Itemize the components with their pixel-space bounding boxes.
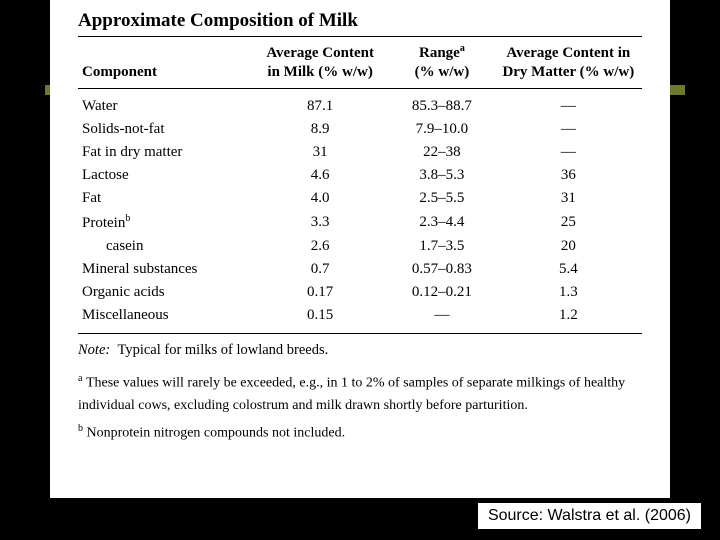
dry-value: —	[495, 118, 642, 141]
avg-value: 0.15	[251, 304, 389, 327]
avg-value: 0.7	[251, 258, 389, 281]
table-title: Approximate Composition of Milk	[78, 10, 642, 32]
dry-value: 31	[495, 187, 642, 210]
range-value: 0.12–0.21	[389, 281, 494, 304]
range-value: —	[389, 304, 494, 327]
range-value: 7.9–10.0	[389, 118, 494, 141]
table-row: Solids-not-fat 8.9 7.9–10.0 —	[78, 118, 642, 141]
avg-value: 2.6	[251, 235, 389, 258]
avg-value: 4.0	[251, 187, 389, 210]
range-value: 0.57–0.83	[389, 258, 494, 281]
table-row: Mineral substances 0.7 0.57–0.83 5.4	[78, 258, 642, 281]
table-row: Proteinb 3.3 2.3–4.4 25	[78, 210, 642, 235]
table-body: Water 87.1 85.3–88.7 — Solids-not-fat 8.…	[78, 95, 642, 327]
range-value: 22–38	[389, 141, 494, 164]
footnote-a: a These values will rarely be exceeded, …	[78, 371, 642, 417]
component-label: Protein	[82, 215, 125, 231]
col-header-drymatter: Average Content in Dry Matter (% w/w)	[495, 37, 642, 88]
component-label: Fat in dry matter	[82, 144, 182, 160]
component-label: Water	[82, 98, 117, 114]
component-label: casein	[106, 238, 143, 254]
dry-value: —	[495, 141, 642, 164]
avg-value: 31	[251, 141, 389, 164]
dry-value: 36	[495, 164, 642, 187]
range-value: 3.8–5.3	[389, 164, 494, 187]
dry-value: 25	[495, 210, 642, 235]
col-header-component: Component	[78, 37, 251, 88]
table-row: Water 87.1 85.3–88.7 —	[78, 95, 642, 118]
notes-section: Note: Typical for milks of lowland breed…	[78, 333, 642, 445]
component-label: Fat	[82, 190, 101, 206]
range-value: 1.7–3.5	[389, 235, 494, 258]
table-row: casein 2.6 1.7–3.5 20	[78, 235, 642, 258]
dry-value: 1.2	[495, 304, 642, 327]
avg-value: 87.1	[251, 95, 389, 118]
table-row: Organic acids 0.17 0.12–0.21 1.3	[78, 281, 642, 304]
avg-value: 8.9	[251, 118, 389, 141]
dry-value: —	[495, 95, 642, 118]
document-panel: Approximate Composition of Milk Componen…	[50, 0, 670, 498]
table-header-row: Component Average Content in Milk (% w/w…	[78, 37, 642, 88]
range-value: 2.5–5.5	[389, 187, 494, 210]
note-line: Note: Typical for milks of lowland breed…	[78, 342, 642, 359]
range-value: 85.3–88.7	[389, 95, 494, 118]
col-header-average: Average Content in Milk (% w/w)	[251, 37, 389, 88]
component-label: Mineral substances	[82, 261, 197, 277]
avg-value: 0.17	[251, 281, 389, 304]
dry-value: 20	[495, 235, 642, 258]
range-value: 2.3–4.4	[389, 210, 494, 235]
component-label: Lactose	[82, 167, 129, 183]
component-label: Miscellaneous	[82, 307, 169, 323]
table-row: Fat 4.0 2.5–5.5 31	[78, 187, 642, 210]
avg-value: 4.6	[251, 164, 389, 187]
dry-value: 5.4	[495, 258, 642, 281]
col-header-range: Rangea (% w/w)	[389, 37, 494, 88]
table-row: Lactose 4.6 3.8–5.3 36	[78, 164, 642, 187]
footnote-b: b Nonprotein nitrogen compounds not incl…	[78, 421, 642, 445]
component-label: Organic acids	[82, 284, 165, 300]
avg-value: 3.3	[251, 210, 389, 235]
composition-table: Component Average Content in Milk (% w/w…	[78, 37, 642, 327]
source-citation: Source: Walstra et al. (2006)	[477, 502, 702, 530]
dry-value: 1.3	[495, 281, 642, 304]
table-row: Miscellaneous 0.15 — 1.2	[78, 304, 642, 327]
table-row: Fat in dry matter 31 22–38 —	[78, 141, 642, 164]
component-label: Solids-not-fat	[82, 121, 165, 137]
